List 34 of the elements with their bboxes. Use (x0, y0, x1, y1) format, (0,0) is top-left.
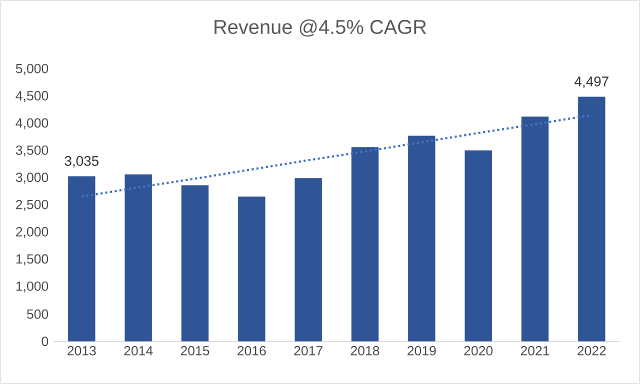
bar (294, 178, 322, 342)
y-tick-label: 2,500 (16, 200, 48, 211)
x-tick-label: 2021 (520, 346, 550, 356)
y-tick-label: 1,500 (16, 254, 48, 266)
bar (578, 96, 606, 342)
bar (68, 176, 96, 342)
y-tick-label: 3,500 (16, 145, 48, 156)
bar (124, 174, 152, 342)
y-tick-label: 3,000 (16, 172, 48, 184)
x-tick-label: 2019 (408, 346, 436, 356)
x-tick-label: 2015 (180, 346, 210, 356)
x-tick-label: 2020 (464, 346, 493, 356)
x-tick-label: 2017 (294, 346, 322, 356)
chart-title: Revenue @4.5% CAGR (214, 19, 426, 37)
bar (464, 150, 492, 342)
y-tick-label: 4,500 (16, 91, 48, 102)
y-tick-label: 4,000 (16, 118, 48, 130)
bar (351, 147, 379, 342)
y-tick-label: 5,000 (16, 64, 48, 75)
data-label: 4,497 (574, 76, 608, 88)
x-tick-label: 2013 (68, 346, 96, 356)
bar (521, 116, 549, 342)
x-tick-label: 2018 (350, 346, 380, 356)
bar (181, 185, 209, 342)
y-tick-label: 500 (27, 309, 48, 319)
x-tick-label: 2022 (578, 346, 606, 356)
y-tick-label: 0 (42, 336, 48, 346)
x-tick-label: 2016 (238, 346, 266, 356)
bar (408, 136, 436, 342)
y-tick-label: 2,000 (16, 227, 48, 238)
x-tick-label: 2014 (124, 346, 153, 356)
y-tick-label: 1,000 (16, 281, 48, 292)
bar (238, 196, 266, 342)
data-label: 3,035 (64, 156, 99, 168)
